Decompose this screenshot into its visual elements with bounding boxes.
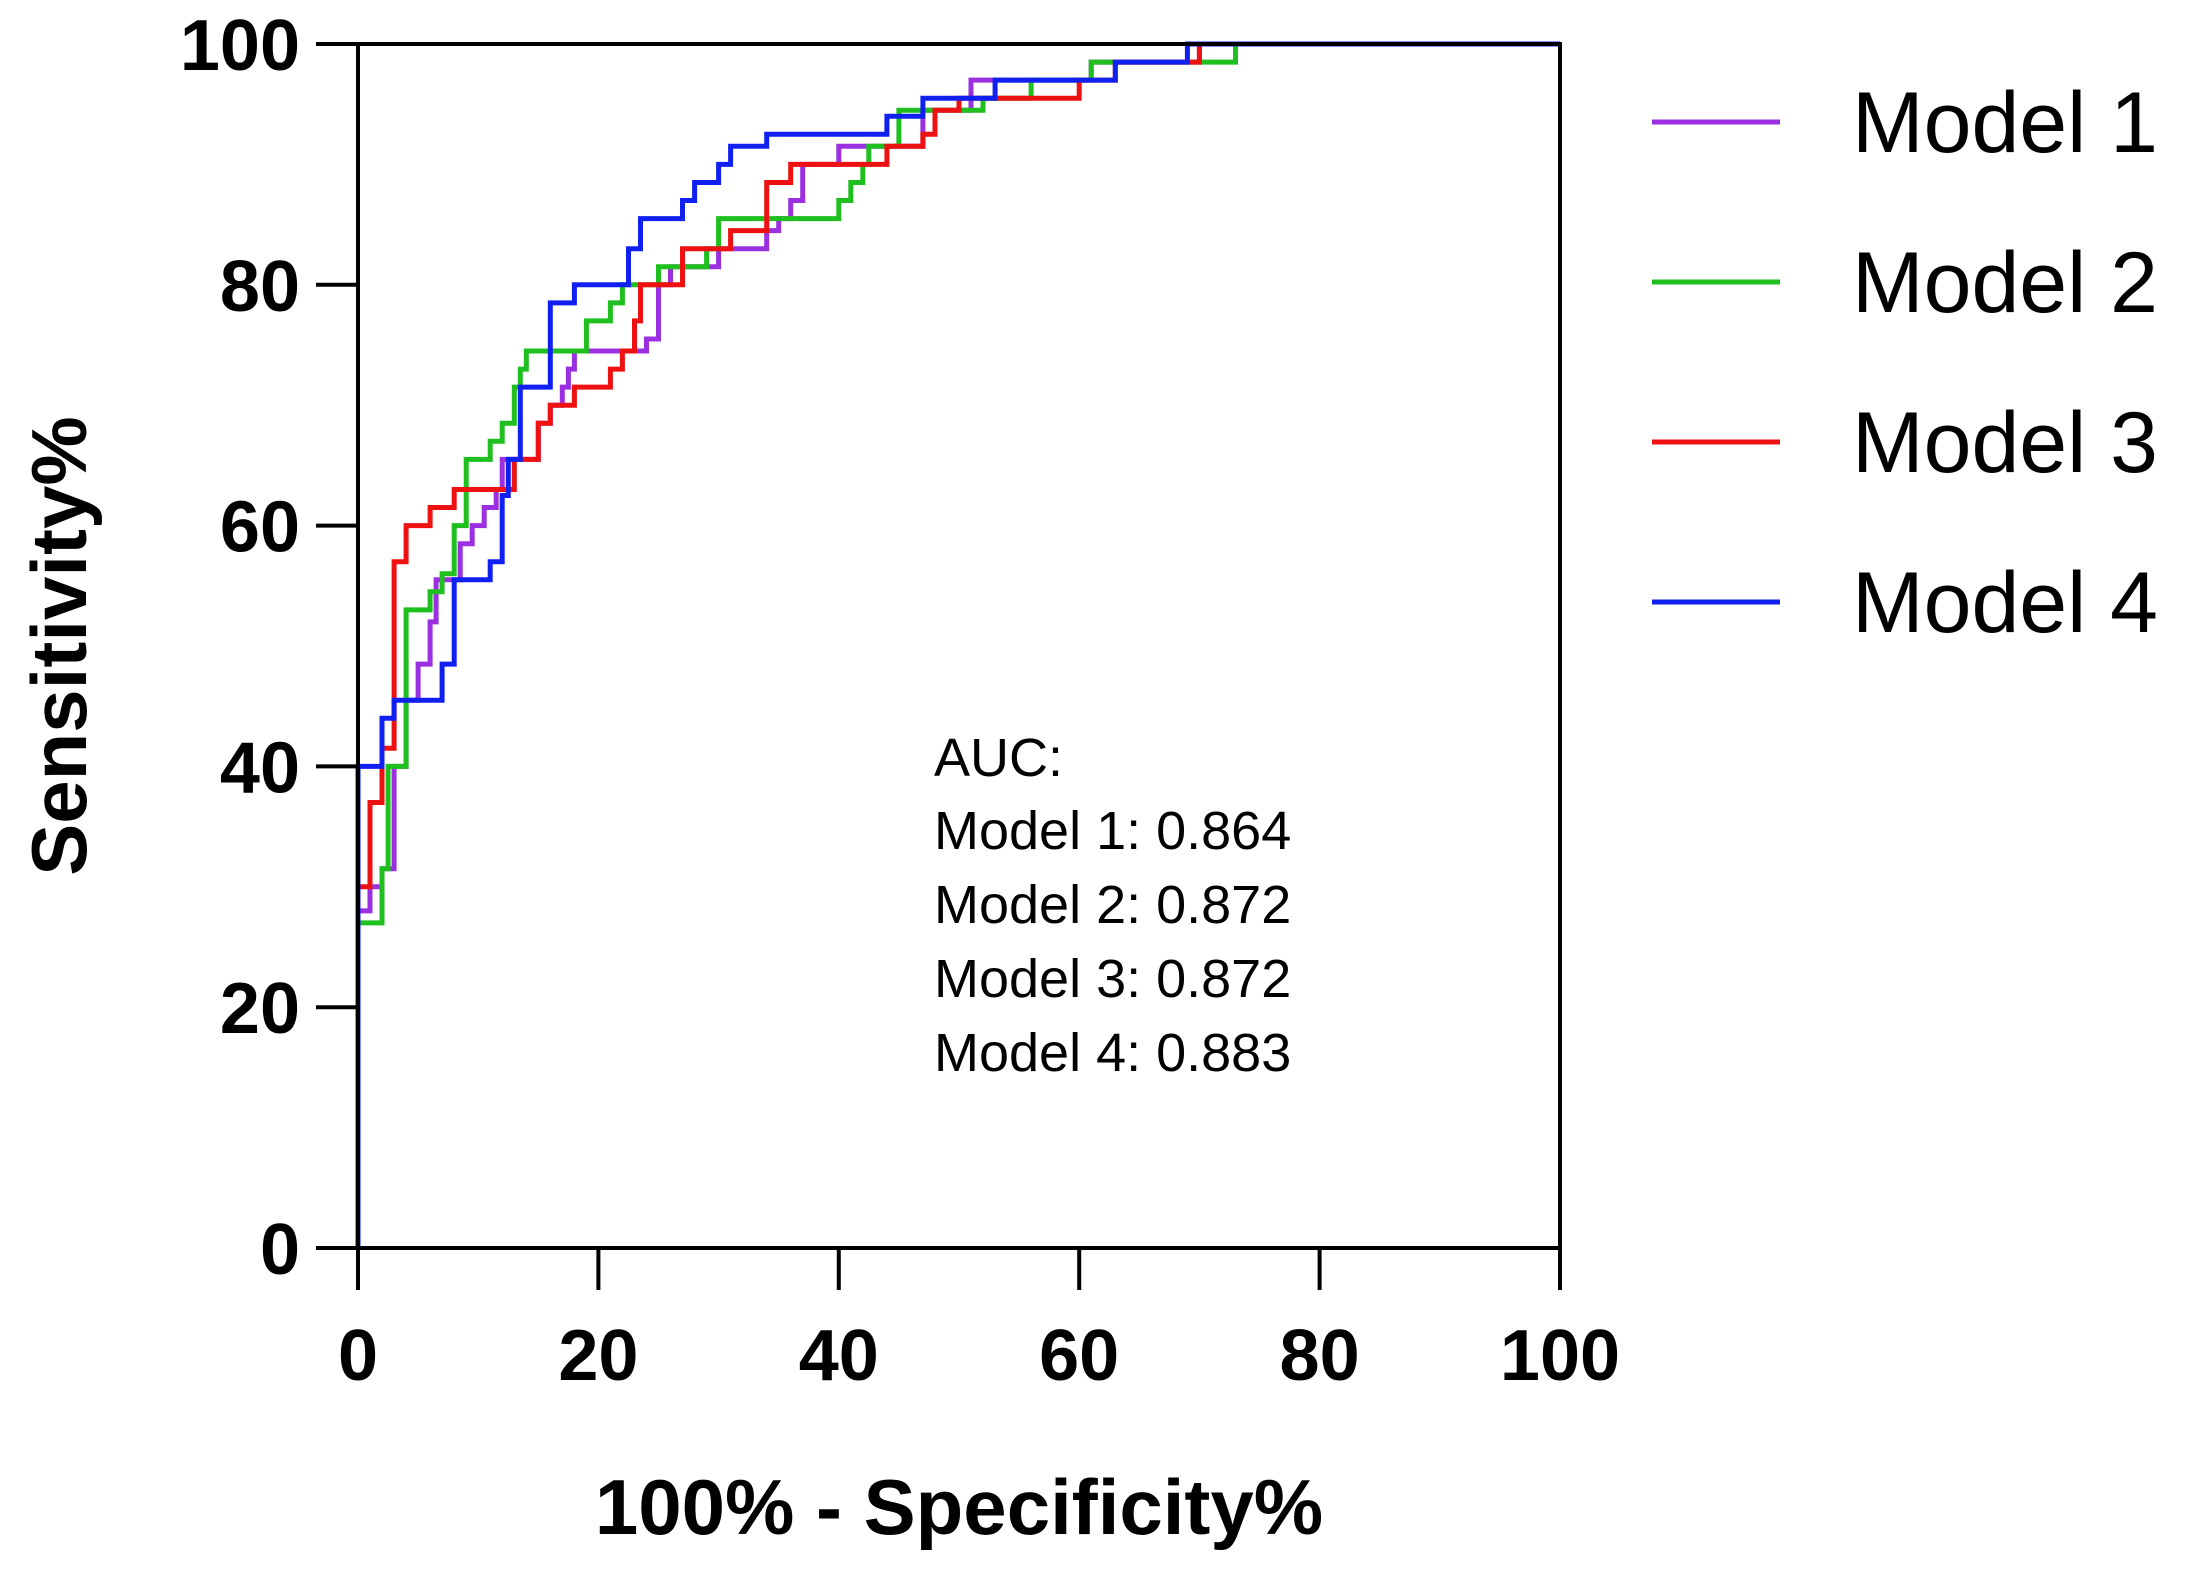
- auc-line-model-4: Model 4: 0.883: [934, 1023, 1291, 1083]
- x-tick-label-80: 80: [1280, 1316, 1360, 1396]
- series-line-model-3: [355, 41, 1560, 1248]
- y-tick-label-100: 100: [180, 6, 300, 86]
- x-tick-label-40: 40: [799, 1316, 879, 1396]
- ticks-layer: 0 20 40 60 80 100 0 20 40 60 80 100: [180, 6, 1620, 1396]
- plot-frame: [356, 42, 1562, 1250]
- legend-label-model-1: Model 1: [1852, 75, 2158, 171]
- auc-line-model-3: Model 3: 0.872: [934, 949, 1291, 1009]
- series-layer: [355, 41, 1560, 1248]
- auc-title: AUC:: [934, 728, 1063, 788]
- auc-annotation: AUC: Model 1: 0.864 Model 2: 0.872 Model…: [934, 728, 1291, 1083]
- x-tick-label-60: 60: [1039, 1316, 1119, 1396]
- legend-label-model-4: Model 4: [1852, 555, 2158, 651]
- series-line-model-2: [355, 41, 1560, 1248]
- y-tick-label-0: 0: [260, 1210, 300, 1290]
- auc-line-model-1: Model 1: 0.864: [934, 801, 1291, 861]
- x-axis-title: 100% - Specificity%: [595, 1463, 1323, 1551]
- y-tick-label-80: 80: [220, 247, 300, 327]
- legend-label-model-3: Model 3: [1852, 395, 2158, 491]
- legend: Model 1 Model 2 Model 3 Model 4: [1652, 75, 2158, 651]
- auc-line-model-2: Model 2: 0.872: [934, 875, 1291, 935]
- y-tick-label-40: 40: [220, 728, 300, 808]
- y-tick-label-20: 20: [220, 969, 300, 1049]
- x-tick-label-100: 100: [1500, 1316, 1620, 1396]
- x-tick-label-0: 0: [338, 1316, 378, 1396]
- legend-label-model-2: Model 2: [1852, 235, 2158, 331]
- series-line-model-4: [355, 41, 1560, 1248]
- y-axis-title: Sensitivity%: [15, 416, 103, 876]
- x-tick-label-20: 20: [558, 1316, 638, 1396]
- y-tick-label-60: 60: [220, 488, 300, 568]
